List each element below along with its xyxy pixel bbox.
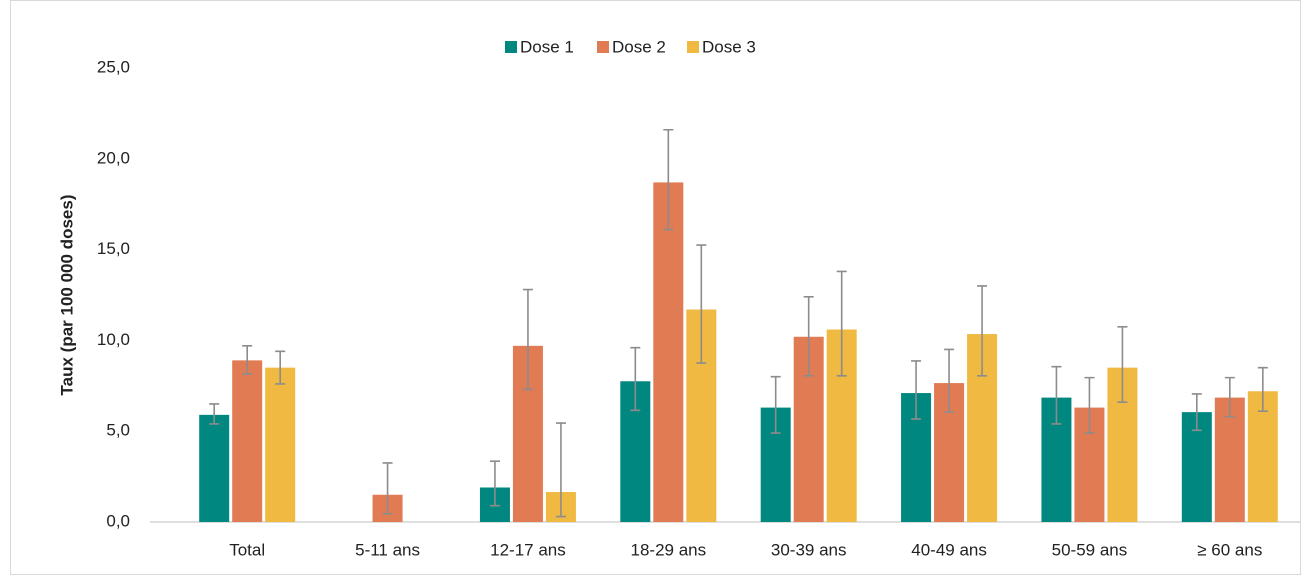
legend-label: Dose 3	[702, 37, 756, 56]
error-bar	[275, 350, 286, 385]
legend-swatch	[687, 41, 699, 53]
x-tick-label: 40-49 ans	[911, 540, 987, 559]
x-tick-label: 18-29 ans	[631, 540, 707, 559]
y-axis-title: Taux (par 100 000 doses)	[57, 195, 76, 396]
x-tick-label: 12-17 ans	[490, 540, 566, 559]
bar	[199, 414, 230, 522]
bar	[265, 367, 296, 522]
bar	[1247, 391, 1278, 522]
error-bar	[1224, 376, 1235, 418]
error-bar	[1117, 325, 1128, 403]
legend-swatch	[505, 41, 517, 53]
x-tick-label: 50-59 ans	[1052, 540, 1128, 559]
error-bar	[382, 462, 393, 515]
error-bar	[1191, 393, 1202, 432]
error-bar	[1051, 365, 1062, 425]
y-tick-label: 5,0	[106, 421, 130, 440]
error-bar	[1257, 366, 1268, 413]
error-bar	[242, 345, 253, 375]
legend-label: Dose 2	[612, 37, 666, 56]
error-bar	[489, 460, 500, 507]
y-tick-label: 15,0	[97, 239, 130, 258]
error-bar	[911, 360, 922, 420]
error-bar	[770, 375, 781, 434]
x-tick-label: ≥ 60 ans	[1197, 540, 1262, 559]
legend-label: Dose 1	[520, 37, 574, 56]
error-bar	[1084, 376, 1095, 434]
bar	[653, 182, 684, 522]
error-bar	[209, 403, 220, 425]
bar	[232, 360, 263, 522]
x-tick-label: 5-11 ans	[355, 540, 420, 559]
error-bar	[630, 346, 641, 412]
legend-swatch	[597, 41, 609, 53]
error-bar	[522, 288, 533, 391]
y-tick-label: 25,0	[97, 57, 130, 76]
x-tick-label: Total	[229, 540, 265, 559]
y-tick-label: 20,0	[97, 148, 130, 167]
error-bar	[977, 285, 988, 377]
bar	[1214, 397, 1245, 522]
error-bar	[663, 128, 674, 231]
y-tick-label: 0,0	[106, 511, 130, 530]
error-bar	[803, 296, 814, 377]
x-tick-label: 30-39 ans	[771, 540, 847, 559]
error-bar	[555, 422, 566, 518]
error-bar	[836, 270, 847, 377]
error-bar	[696, 244, 707, 364]
y-tick-label: 10,0	[97, 330, 130, 349]
error-bar	[944, 348, 955, 413]
